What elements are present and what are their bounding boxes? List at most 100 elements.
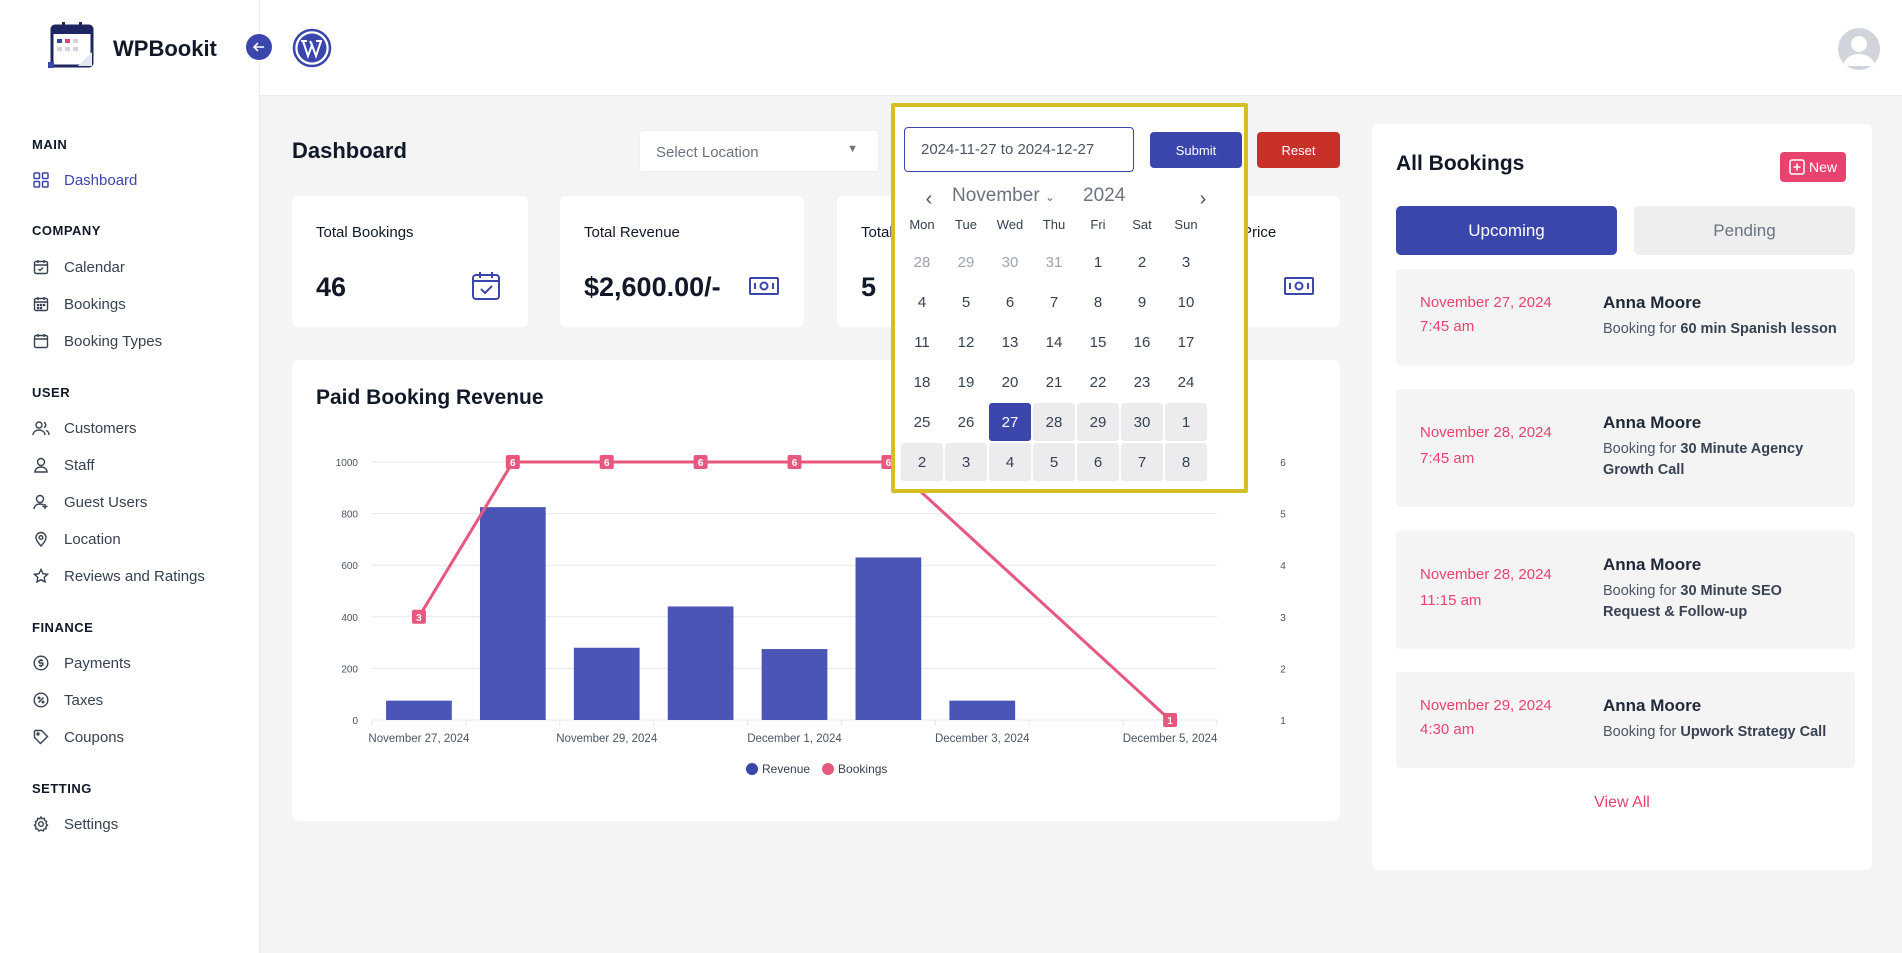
sidebar-item-label: Staff <box>64 456 95 474</box>
sidebar-item-label: Reviews and Ratings <box>64 567 205 585</box>
calendar-day[interactable]: 15 <box>1089 333 1107 351</box>
calendar-day[interactable]: 26 <box>957 413 975 431</box>
stat-value: $2,600.00/- <box>584 272 721 302</box>
calendar-day[interactable]: 7 <box>1049 293 1059 311</box>
next-month-button[interactable]: › <box>1193 188 1213 210</box>
month-select[interactable]: November ⌄ <box>952 185 1055 207</box>
calendar-day[interactable]: 6 <box>1077 443 1119 481</box>
sidebar-item-reviews[interactable]: Reviews and Ratings <box>32 565 205 587</box>
calendar-day[interactable]: 17 <box>1177 333 1195 351</box>
calendar-day[interactable]: 2 <box>1137 253 1147 271</box>
sidebar-item-customers[interactable]: Customers <box>32 417 137 439</box>
calendar-check-icon <box>470 270 502 302</box>
brand[interactable]: WPBookit <box>48 22 217 70</box>
legend-item-revenue[interactable]: Revenue <box>746 762 810 776</box>
reset-button[interactable]: Reset <box>1257 132 1340 168</box>
legend-dot <box>746 763 758 775</box>
booking-service: Upwork Strategy Call <box>1680 724 1827 740</box>
calendar-day[interactable]: 1 <box>1093 253 1103 271</box>
calendar-day[interactable]: 27 <box>989 403 1031 441</box>
calendar-day[interactable]: 29 <box>1077 403 1119 441</box>
calendar-day[interactable]: 18 <box>913 373 931 391</box>
booking-date: November 28, 2024 <box>1420 566 1552 583</box>
sidebar-item-staff[interactable]: Staff <box>32 454 95 476</box>
y-right-tick-label: 2 <box>1280 664 1286 675</box>
calendar-day[interactable]: 29 <box>957 253 975 271</box>
sidebar-item-booking-types[interactable]: Booking Types <box>32 330 162 352</box>
calendar-day[interactable]: 28 <box>913 253 931 271</box>
sidebar-item-location[interactable]: Location <box>32 528 121 550</box>
calendar-day[interactable]: 4 <box>989 443 1031 481</box>
calendar-day[interactable]: 3 <box>945 443 987 481</box>
stat-label: Total Bookings <box>316 224 414 241</box>
calendar-day[interactable]: 19 <box>957 373 975 391</box>
calendar-day[interactable]: 16 <box>1133 333 1151 351</box>
sidebar-item-guest-users[interactable]: Guest Users <box>32 491 147 513</box>
calendar-day[interactable]: 2 <box>901 443 943 481</box>
calendar-day[interactable]: 25 <box>913 413 931 431</box>
year-input[interactable]: 2024 <box>1083 185 1126 206</box>
collapse-sidebar-button[interactable] <box>246 34 272 60</box>
calendar-day[interactable]: 30 <box>1121 403 1163 441</box>
calendar-day[interactable]: 1 <box>1165 403 1207 441</box>
sidebar-item-taxes[interactable]: Taxes <box>32 689 103 711</box>
calendar-icon <box>32 258 50 276</box>
calendar-day[interactable]: 11 <box>914 333 930 351</box>
calendar-day[interactable]: 10 <box>1177 293 1195 311</box>
calendar-day[interactable]: 8 <box>1093 293 1103 311</box>
calendar-day[interactable]: 7 <box>1121 443 1163 481</box>
calendar-day[interactable]: 6 <box>1005 293 1015 311</box>
percent-icon <box>32 691 50 709</box>
location-pin-icon <box>32 530 50 548</box>
calendar-day[interactable]: 22 <box>1089 373 1107 391</box>
sidebar-item-settings[interactable]: Settings <box>32 813 118 835</box>
calendar-day[interactable]: 31 <box>1045 253 1063 271</box>
calendar-day[interactable]: 4 <box>917 293 927 311</box>
calendar-day[interactable]: 23 <box>1133 373 1151 391</box>
bookings-data-label: 6 <box>698 458 704 469</box>
sidebar-item-dashboard[interactable]: Dashboard <box>32 169 137 191</box>
legend-item-bookings[interactable]: Bookings <box>822 762 887 776</box>
booking-description: Booking for Upwork Strategy Call <box>1603 722 1853 743</box>
users-icon <box>32 419 50 437</box>
calendar-day[interactable]: 21 <box>1045 373 1063 391</box>
bookings-title: All Bookings <box>1396 152 1525 175</box>
y-right-tick-label: 5 <box>1280 510 1286 521</box>
calendar-day[interactable]: 20 <box>1001 373 1019 391</box>
calendar-day[interactable]: 28 <box>1033 403 1075 441</box>
tab-upcoming[interactable]: Upcoming <box>1396 206 1617 255</box>
legend-label: Revenue <box>762 762 811 776</box>
calendar-day[interactable]: 8 <box>1165 443 1207 481</box>
date-range-input[interactable]: 2024-11-27 to 2024-12-27 <box>904 127 1134 172</box>
view-all-link[interactable]: View All <box>1594 794 1650 811</box>
new-booking-button[interactable]: New <box>1780 152 1846 182</box>
booking-item[interactable]: November 28, 2024 11:15 am Anna Moore Bo… <box>1396 531 1855 649</box>
sidebar-item-label: Payments <box>64 654 131 672</box>
prev-month-button[interactable]: ‹ <box>919 188 939 210</box>
sidebar-item-payments[interactable]: Payments <box>32 652 131 674</box>
calendar-day[interactable]: 30 <box>1001 253 1019 271</box>
booking-item[interactable]: November 27, 2024 7:45 am Anna Moore Boo… <box>1396 269 1855 365</box>
sidebar-item-calendar[interactable]: Calendar <box>32 256 125 278</box>
sidebar-item-coupons[interactable]: Coupons <box>32 726 124 748</box>
booking-description: Booking for 60 min Spanish lesson <box>1603 319 1853 340</box>
calendar-day[interactable]: 5 <box>961 293 971 311</box>
tab-pending[interactable]: Pending <box>1634 206 1855 255</box>
location-select[interactable]: Select Location ▼ <box>639 130 879 172</box>
calendar-day[interactable]: 14 <box>1045 333 1063 351</box>
calendar-day[interactable]: 12 <box>957 333 975 351</box>
booking-customer: Anna Moore <box>1603 293 1702 312</box>
calendar-day[interactable]: 3 <box>1181 253 1191 271</box>
calendar-day[interactable]: 13 <box>1001 333 1019 351</box>
submit-button[interactable]: Submit <box>1150 132 1242 168</box>
sidebar-item-bookings[interactable]: Bookings <box>32 293 126 315</box>
calendar-day[interactable]: 24 <box>1177 373 1195 391</box>
sidebar-item-label: Calendar <box>64 258 125 276</box>
avatar[interactable] <box>1838 28 1880 70</box>
booking-item[interactable]: November 29, 2024 4:30 am Anna Moore Boo… <box>1396 672 1855 768</box>
booking-item[interactable]: November 28, 2024 7:45 am Anna Moore Boo… <box>1396 389 1855 507</box>
wordpress-icon[interactable] <box>292 28 332 68</box>
calendar-day[interactable]: 5 <box>1033 443 1075 481</box>
calendar-day[interactable]: 9 <box>1137 293 1147 311</box>
